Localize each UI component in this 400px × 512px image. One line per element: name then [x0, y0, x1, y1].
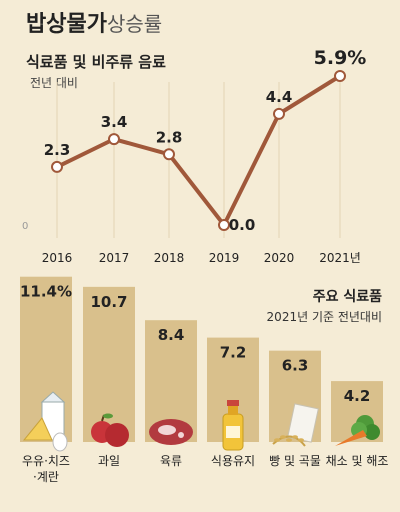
series-line — [56, 74, 342, 227]
data-point-2021년 — [334, 70, 346, 82]
category-label-2-0: 육류 — [160, 454, 182, 468]
page-title: 밥상물가상승률 — [26, 6, 162, 38]
bar-chart-title: 주요 식료품 — [312, 289, 382, 305]
apple-icon — [91, 413, 129, 447]
title-light: 상승률 — [106, 12, 163, 36]
x-tick-2016: 2016 — [42, 251, 73, 265]
vegetable-icon — [335, 415, 380, 446]
category-label-4-0: 빵 및 곡물 — [269, 454, 321, 468]
data-point-2017 — [108, 133, 120, 146]
x-tick-2021년: 2021년 — [319, 251, 361, 265]
value-label-2020: 4.4 — [266, 88, 293, 106]
category-label-5-0: 채소 및 해조 — [326, 454, 389, 468]
data-point-2020 — [273, 107, 285, 120]
baseline-label: 0 — [22, 221, 28, 232]
value-label-2021년: 5.9% — [314, 47, 367, 69]
meat-icon — [149, 419, 193, 445]
data-point-2016 — [51, 160, 63, 173]
bar-value-label-3: 7.2 — [220, 344, 247, 362]
value-label-2018: 2.8 — [156, 128, 183, 146]
bread-grain-icon — [272, 403, 319, 447]
bar-chart-subtitle: 2021년 기준 전년대비 — [266, 310, 382, 324]
category-label-3-0: 식용유지 — [211, 454, 255, 468]
data-point-2018 — [163, 148, 175, 161]
x-tick-2020: 2020 — [264, 251, 295, 265]
title-bold: 밥상물가 — [26, 12, 107, 37]
line-chart: 0 2.3 3.4 2.8 0.0 4.4 5.9% 2016 2017 2018 2019 2020… — [22, 47, 367, 265]
category-label-0-1: ·계란 — [33, 470, 59, 484]
data-point-2019 — [218, 219, 230, 231]
milk-cheese-egg-icon — [22, 391, 68, 452]
category-label-1-0: 과일 — [98, 454, 120, 468]
line-chart-subtitle: 전년 대비 — [30, 76, 78, 90]
category-label-0-0: 우유·치즈 — [22, 454, 70, 468]
line-chart-title: 식료품 및 비주류 음료 — [26, 53, 166, 71]
bar-value-label-5: 4.2 — [344, 387, 371, 405]
x-tick-2018: 2018 — [154, 251, 185, 265]
x-tick-2019: 2019 — [209, 251, 240, 265]
bar-value-label-1: 10.7 — [90, 293, 127, 311]
bar-value-label-2: 8.4 — [158, 326, 185, 344]
value-label-2017: 3.4 — [101, 113, 128, 131]
value-label-2019: 0.0 — [229, 216, 256, 234]
bar-value-label-0: 11.4% — [20, 283, 72, 301]
value-label-2016: 2.3 — [44, 141, 71, 159]
x-tick-2017: 2017 — [99, 251, 130, 265]
oil-bottle-icon — [222, 400, 244, 451]
bar-value-label-4: 6.3 — [282, 357, 309, 375]
